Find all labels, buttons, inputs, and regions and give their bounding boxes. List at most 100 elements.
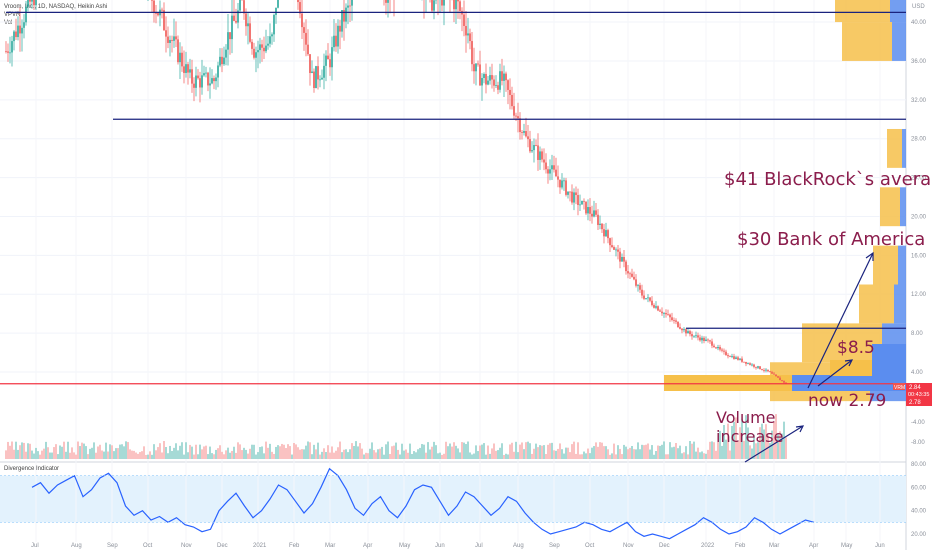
volume-bar	[399, 454, 401, 459]
volume-bar	[341, 452, 343, 459]
candle-body	[197, 75, 199, 79]
volume-bar	[203, 446, 205, 459]
volume-bar	[467, 441, 469, 459]
candle-body	[485, 73, 487, 85]
volume-bar	[195, 444, 197, 459]
volume-bar	[685, 446, 687, 459]
volume-bar	[277, 445, 279, 459]
volume-bar	[251, 444, 253, 459]
volume-bar	[209, 446, 211, 459]
volume-bar	[171, 450, 173, 459]
x-tick-label: Feb	[735, 543, 746, 549]
candle-body	[29, 0, 31, 2]
candle-body	[463, 14, 465, 26]
price-badges: VRM 2.84 00:43:35 2.78	[893, 383, 932, 406]
volume-bar	[13, 449, 15, 459]
x-tick-label: Aug	[71, 543, 82, 549]
volume-bar	[659, 445, 661, 459]
vpvr-poc-blue	[792, 375, 906, 391]
candle-body	[219, 56, 221, 66]
blackrock-annotation: $41 BlackRock`s average	[724, 169, 932, 190]
candle-body	[719, 346, 721, 350]
candle-body	[503, 73, 505, 81]
volume-bar	[511, 442, 513, 459]
candle-body	[505, 73, 507, 81]
volume-bar	[147, 454, 149, 459]
volume-bar	[289, 446, 291, 459]
volume-bar	[671, 447, 673, 459]
volume-bar	[281, 443, 283, 459]
volume-bar	[63, 441, 65, 459]
candle-body	[657, 306, 659, 311]
volume-bar	[751, 448, 753, 459]
volume-bar	[697, 447, 699, 459]
volume-bar	[593, 446, 595, 459]
volume-bar	[283, 444, 285, 459]
volume-bar	[785, 437, 787, 459]
vol-label[interactable]: Vol	[4, 20, 12, 26]
candle-body	[151, 0, 153, 1]
volume-bar	[681, 453, 683, 459]
volume-bar	[615, 454, 617, 459]
candle-body	[333, 35, 335, 48]
x-tick-label: Sep	[549, 543, 560, 549]
volume-bar	[267, 447, 269, 459]
volume-annotation-2: increase	[716, 427, 783, 446]
volume-bar	[77, 441, 79, 459]
candle-body	[299, 2, 301, 14]
volume-bar	[755, 443, 757, 459]
candle-body	[35, 0, 37, 6]
volume-bar	[5, 450, 7, 459]
volume-bar	[519, 444, 521, 459]
volume-bar	[301, 449, 303, 459]
candle-body	[769, 371, 771, 373]
volume-bar	[495, 450, 497, 459]
volume-bar	[763, 429, 765, 459]
volume-bar	[741, 418, 743, 459]
candle-body	[443, 0, 445, 6]
candle-body	[593, 210, 595, 217]
candle-body	[483, 73, 485, 78]
volume-bar	[131, 450, 133, 459]
volume-bar	[571, 444, 573, 459]
volume-bar	[177, 450, 179, 459]
volume-bar	[31, 450, 33, 459]
volume-bar	[453, 442, 455, 459]
volume-bar	[499, 447, 501, 459]
candle-body	[553, 165, 555, 170]
volume-bar	[633, 449, 635, 459]
candle-body	[623, 257, 625, 262]
volume-bar	[115, 448, 117, 459]
candle-body	[617, 249, 619, 252]
volume-bar	[421, 444, 423, 459]
volume-bar	[285, 448, 287, 459]
candle-body	[571, 191, 573, 203]
candle-body	[261, 44, 263, 48]
candle-body	[565, 180, 567, 195]
candle-body	[459, 1, 461, 11]
candle-body	[733, 356, 735, 359]
candle-body	[181, 52, 183, 67]
volume-bar	[667, 454, 669, 459]
volume-bar	[357, 446, 359, 459]
candle-body	[155, 12, 157, 14]
vpvr-up-bar	[873, 245, 898, 285]
candle-body	[227, 32, 229, 50]
volume-bar	[559, 443, 561, 459]
vpvr-up-bar	[880, 187, 900, 227]
volume-bar	[127, 442, 129, 459]
candle-body	[727, 355, 729, 357]
candle-body	[167, 36, 169, 43]
volume-bar	[145, 454, 147, 459]
vpvr-up-bar	[887, 128, 902, 168]
candle-body	[323, 65, 325, 78]
divergence-title[interactable]: Divergence Indicator	[4, 466, 59, 472]
candle-body	[543, 159, 545, 163]
candle-body	[351, 0, 353, 6]
candle-body	[317, 66, 319, 80]
volume-bar	[331, 446, 333, 459]
vpvr-label[interactable]: VPVR	[4, 12, 21, 18]
volume-bar	[403, 450, 405, 459]
candle-body	[663, 313, 665, 314]
